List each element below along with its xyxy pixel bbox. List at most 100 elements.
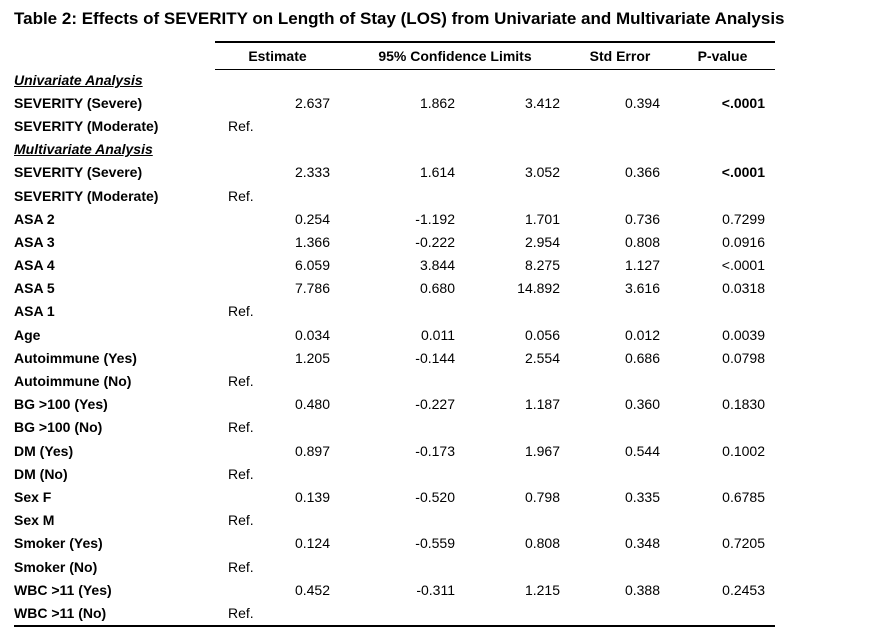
ci-low-cell: -0.173 xyxy=(415,442,455,459)
table-row: WBC >11 (Yes) 0.452 -0.311 1.215 0.388 0.2453 xyxy=(14,578,775,601)
ci-low-cell: 3.844 xyxy=(419,257,455,274)
section-row: Multivariate Analysis xyxy=(14,138,775,161)
table-row: DM (No) Ref. xyxy=(14,462,775,485)
ci-high-cell: 2.554 xyxy=(524,349,560,366)
ci-high-cell: 3.412 xyxy=(524,94,560,111)
table-row: SEVERITY (Severe) 2.637 1.862 3.412 0.394 <.0… xyxy=(14,91,775,114)
p-value-cell: 0.1002 xyxy=(722,442,765,459)
p-value-cell: <.0001 xyxy=(721,94,765,111)
ci-low-cell: 1.614 xyxy=(419,164,455,181)
table-row: Autoimmune (No) Ref. xyxy=(14,369,775,392)
table-row: SEVERITY (Severe) 2.333 1.614 3.052 0.366 <.0… xyxy=(14,161,775,184)
ci-high-cell: 0.056 xyxy=(524,326,560,343)
estimate-cell: Ref. xyxy=(228,465,254,482)
row-label: ASA 2 xyxy=(14,210,55,227)
estimate-cell: 2.333 xyxy=(294,164,330,181)
estimate-cell: Ref. xyxy=(228,558,254,575)
estimate-cell: Ref. xyxy=(228,419,254,436)
estimate-cell: 0.034 xyxy=(294,326,330,343)
ci-high-cell: 1.967 xyxy=(524,442,560,459)
estimate-cell: 0.452 xyxy=(294,581,330,598)
table-title: Table 2: Effects of SEVERITY on Length o… xyxy=(14,9,785,28)
estimate-cell: 7.786 xyxy=(294,280,330,297)
std-error-cell: 0.335 xyxy=(624,488,660,505)
ci-high-cell: 0.798 xyxy=(524,488,560,505)
table-row: ASA 5 7.786 0.680 14.892 3.616 0.0318 xyxy=(14,277,775,300)
table-row: ASA 3 1.366 -0.222 2.954 0.808 0.0916 xyxy=(14,230,775,253)
std-error-cell: 3.616 xyxy=(624,280,660,297)
row-label: SEVERITY (Severe) xyxy=(14,164,143,181)
std-error-cell: 0.686 xyxy=(624,349,660,366)
estimate-cell: 2.637 xyxy=(294,94,330,111)
table-body: Univariate Analysis SEVERITY (Severe) 2.63… xyxy=(14,68,775,625)
table-row: SEVERITY (Moderate) Ref. xyxy=(14,114,775,137)
results-table: Estimate 95% Confidence Limits Std Error… xyxy=(14,40,775,627)
ci-high-cell: 1.187 xyxy=(524,396,560,413)
estimate-cell: Ref. xyxy=(228,373,254,390)
row-label: SEVERITY (Moderate) xyxy=(14,187,159,204)
row-label: Sex F xyxy=(14,488,52,505)
estimate-cell: 0.124 xyxy=(294,535,330,552)
row-label: BG >100 (No) xyxy=(14,419,103,436)
estimate-cell: Ref. xyxy=(228,303,254,320)
table-row: Age 0.034 0.011 0.056 0.012 0.0039 xyxy=(14,323,775,346)
ci-low-cell: 0.011 xyxy=(421,326,455,343)
estimate-cell: Ref. xyxy=(228,604,254,621)
std-error-cell: 1.127 xyxy=(624,257,660,274)
row-label: SEVERITY (Moderate) xyxy=(14,117,159,134)
row-label: Age xyxy=(14,326,41,343)
estimate-cell: Ref. xyxy=(228,512,254,529)
row-label: Autoimmune (Yes) xyxy=(14,349,137,366)
row-label: WBC >11 (No) xyxy=(14,604,107,621)
table-row: Sex M Ref. xyxy=(14,509,775,532)
row-label: DM (Yes) xyxy=(14,442,74,459)
p-value-cell: 0.7205 xyxy=(722,535,765,552)
estimate-cell: Ref. xyxy=(228,117,254,134)
p-value-cell: 0.0916 xyxy=(722,233,765,250)
row-label: Smoker (No) xyxy=(14,558,98,575)
table-row: ASA 2 0.254 -1.192 1.701 0.736 0.7299 xyxy=(14,207,775,230)
ci-low-cell: -0.559 xyxy=(415,535,455,552)
table-row: SEVERITY (Moderate) Ref. xyxy=(14,184,775,207)
estimate-cell: 1.205 xyxy=(294,349,330,366)
std-error-cell: 0.544 xyxy=(624,442,660,459)
p-value-cell: 0.1830 xyxy=(722,396,765,413)
ci-high-cell: 0.808 xyxy=(524,535,560,552)
std-error-cell: 0.366 xyxy=(624,164,660,181)
std-error-cell: 0.394 xyxy=(624,94,660,111)
ci-low-cell: -0.520 xyxy=(415,488,455,505)
p-value-cell: 0.2453 xyxy=(722,581,765,598)
ci-low-cell: -0.144 xyxy=(415,349,455,366)
row-label: DM (No) xyxy=(14,465,68,482)
header-std-error: Std Error xyxy=(570,40,670,70)
ci-low-cell: 0.680 xyxy=(419,280,455,297)
estimate-cell: Ref. xyxy=(228,187,254,204)
table-row: ASA 1 Ref. xyxy=(14,300,775,323)
estimate-cell: 0.480 xyxy=(294,396,330,413)
header-confidence-limits: 95% Confidence Limits xyxy=(340,40,570,70)
estimate-cell: 6.059 xyxy=(294,257,330,274)
ci-high-cell: 1.701 xyxy=(524,210,560,227)
estimate-cell: 0.139 xyxy=(294,488,330,505)
row-label: ASA 3 xyxy=(14,233,55,250)
section-row: Univariate Analysis xyxy=(14,68,775,91)
table-row: ASA 4 6.059 3.844 8.275 1.127 <.0001 xyxy=(14,254,775,277)
estimate-cell: 1.366 xyxy=(294,233,330,250)
p-value-cell: 0.0318 xyxy=(722,280,765,297)
p-value-cell: <.0001 xyxy=(721,257,765,274)
ci-low-cell: -0.222 xyxy=(415,233,455,250)
p-value-cell: 0.7299 xyxy=(722,210,765,227)
ci-high-cell: 14.892 xyxy=(517,280,560,297)
row-label: Autoimmune (No) xyxy=(14,373,132,390)
header-estimate: Estimate xyxy=(215,40,340,70)
row-label: Smoker (Yes) xyxy=(14,535,103,552)
ci-high-cell: 3.052 xyxy=(524,164,560,181)
table-row: WBC >11 (No) Ref. xyxy=(14,601,775,624)
row-label: SEVERITY (Severe) xyxy=(14,94,143,111)
estimate-cell: 0.254 xyxy=(294,210,330,227)
row-label: WBC >11 (Yes) xyxy=(14,581,112,598)
std-error-cell: 0.388 xyxy=(624,581,660,598)
std-error-cell: 0.348 xyxy=(624,535,660,552)
row-label: Sex M xyxy=(14,512,55,529)
ci-high-cell: 1.215 xyxy=(524,581,560,598)
